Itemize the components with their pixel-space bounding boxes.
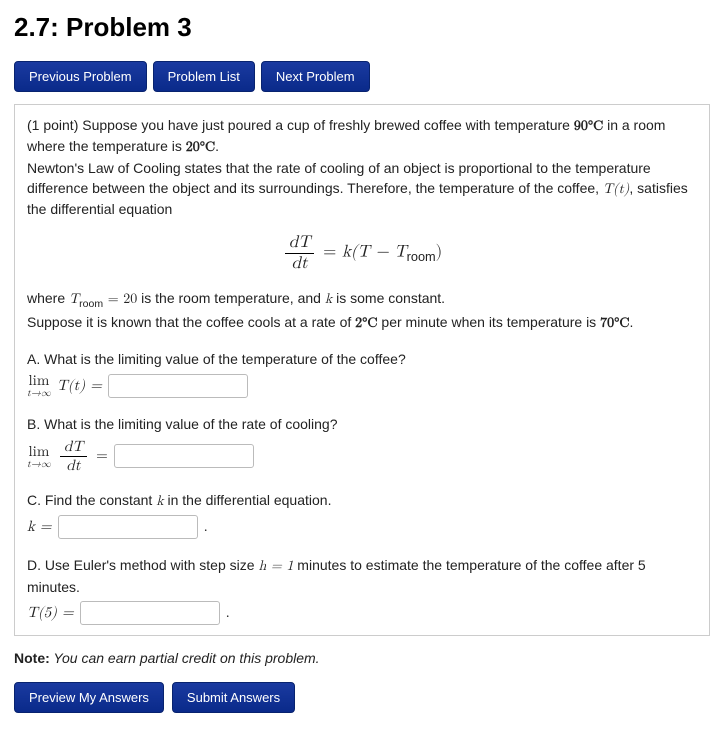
- Troom-sub: room: [79, 297, 103, 309]
- temp-initial: 90°C: [574, 119, 603, 133]
- eq-rhs-room-sub: room: [407, 250, 436, 265]
- answer-c-input[interactable]: [58, 515, 198, 539]
- part-c-period: .: [204, 516, 208, 538]
- lim-sub-a: t→∞: [27, 388, 51, 398]
- part-c: C. Find the constant k in the differenti…: [27, 490, 697, 539]
- note-row: Note: You can earn partial credit on thi…: [14, 650, 710, 666]
- note-label: Note:: [14, 650, 50, 666]
- suppose-pre: Suppose it is known that the coffee cool…: [27, 314, 355, 330]
- problem-box: (1 point) Suppose you have just poured a…: [14, 104, 710, 636]
- part-c-expr: k =: [27, 516, 52, 538]
- bottom-row: Preview My Answers Submit Answers: [14, 682, 710, 713]
- eq-rhs-k: k(T − T: [342, 244, 407, 261]
- note-text: You can earn partial credit on this prob…: [50, 650, 320, 666]
- eq20: = 20: [103, 292, 137, 306]
- part-d-expr: T(5) =: [27, 602, 74, 624]
- part-a-question: A. What is the limiting value of the tem…: [27, 349, 697, 369]
- page-title: 2.7: Problem 3: [14, 12, 710, 43]
- where-pre: where: [27, 290, 69, 306]
- part-d-question: D. Use Euler's method with step size h =…: [27, 555, 697, 597]
- intro-text-1: (1 point) Suppose you have just poured a…: [27, 117, 574, 133]
- previous-problem-button[interactable]: Previous Problem: [14, 61, 147, 92]
- temp-70: 70°C: [600, 316, 629, 330]
- eq-equals: =: [323, 244, 342, 261]
- eq-dt: dt: [292, 255, 308, 272]
- where-tail: is some constant.: [332, 290, 445, 306]
- suppose-mid: per minute when its temperature is: [378, 314, 601, 330]
- part-a: A. What is the limiting value of the tem…: [27, 349, 697, 398]
- intro-text-3: .: [215, 138, 219, 154]
- part-b-eq: =: [96, 445, 108, 467]
- differential-equation: dT dt = k(T − Troom): [27, 233, 697, 273]
- eq-rhs-close: ): [436, 244, 443, 261]
- preview-answers-button[interactable]: Preview My Answers: [14, 682, 164, 713]
- part-b: B. What is the limiting value of the rat…: [27, 414, 697, 474]
- where-mid: is the room temperature, and: [137, 290, 325, 306]
- next-problem-button[interactable]: Next Problem: [261, 61, 370, 92]
- fraction-b: dT dt: [60, 438, 87, 474]
- eq-dT: dT: [289, 234, 311, 251]
- where-clause: where Troom = 20 is the room temperature…: [27, 288, 697, 333]
- suppose-end: .: [629, 314, 633, 330]
- answer-a-input[interactable]: [108, 374, 248, 398]
- law-text: Newton's Law of Cooling states that the …: [27, 160, 651, 196]
- part-d: D. Use Euler's method with step size h =…: [27, 555, 697, 625]
- rate-value: 2°C: [355, 316, 377, 330]
- answer-b-input[interactable]: [114, 444, 254, 468]
- part-b-question: B. What is the limiting value of the rat…: [27, 414, 697, 434]
- answer-d-input[interactable]: [80, 601, 220, 625]
- lim-label-a: lim: [27, 373, 51, 388]
- limit-b: lim t→∞: [27, 444, 51, 469]
- lim-label-b: lim: [27, 444, 51, 459]
- Tt-symbol: T(t): [603, 182, 629, 196]
- nav-row: Previous Problem Problem List Next Probl…: [14, 61, 710, 92]
- part-a-expr: T(t) =: [57, 375, 102, 397]
- Troom-T: T: [69, 292, 79, 306]
- part-c-question: C. Find the constant k in the differenti…: [27, 490, 697, 511]
- lim-sub-b: t→∞: [27, 459, 51, 469]
- limit-a: lim t→∞: [27, 373, 51, 398]
- submit-answers-button[interactable]: Submit Answers: [172, 682, 295, 713]
- part-d-period: .: [226, 602, 230, 624]
- fraction-dT-dt: dT dt: [285, 233, 315, 273]
- temp-room: 20°C: [186, 140, 215, 154]
- problem-list-button[interactable]: Problem List: [153, 61, 255, 92]
- problem-intro: (1 point) Suppose you have just poured a…: [27, 115, 697, 219]
